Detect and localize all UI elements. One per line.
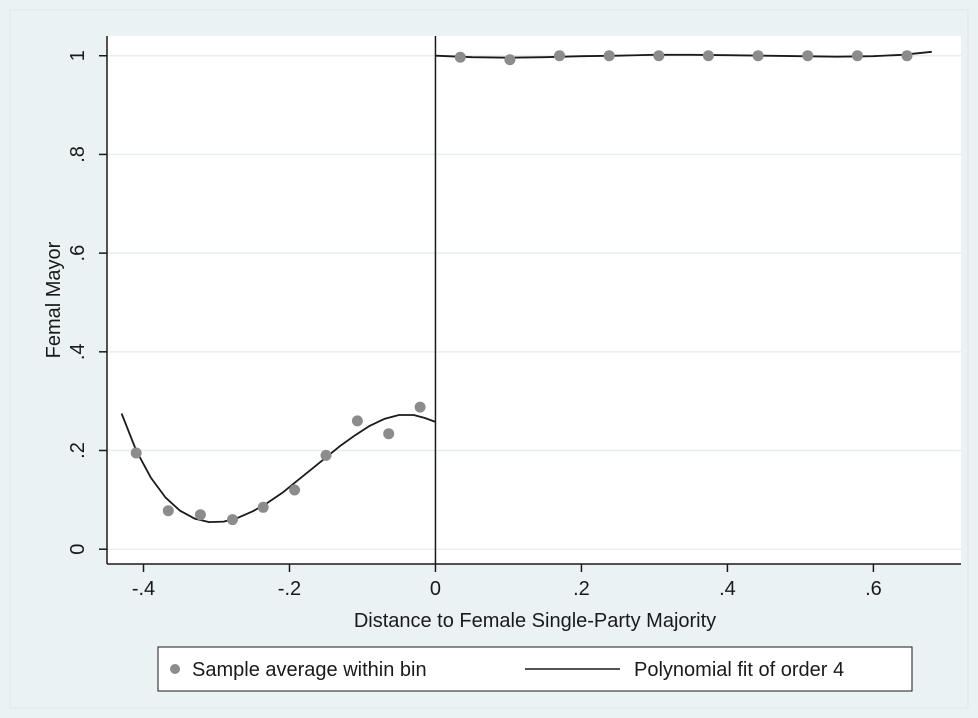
data-point-3 — [227, 514, 238, 526]
data-point-5 — [289, 484, 301, 496]
data-point-19 — [901, 50, 913, 62]
data-point-2 — [194, 509, 206, 521]
data-point-9 — [414, 401, 426, 413]
x-tick-label-2: 0 — [430, 578, 441, 600]
fit-line-segment-0 — [120, 413, 436, 523]
data-point-17 — [802, 50, 814, 62]
data-point-11 — [504, 54, 516, 66]
bin-average-points — [130, 50, 913, 526]
y-tick-label-3: .6 — [67, 245, 89, 262]
data-point-14 — [653, 50, 665, 62]
y-tick-label-5: 1 — [67, 50, 89, 61]
x-ticks: -.4 -.2 0 .2 .4 .6 — [132, 564, 882, 600]
legend-point-marker — [170, 664, 180, 674]
plot-area — [107, 36, 961, 564]
x-tick-label-3: .2 — [573, 578, 590, 600]
data-point-4 — [257, 501, 269, 513]
data-point-7 — [351, 415, 363, 427]
x-tick-label-4: .4 — [719, 578, 736, 600]
y-tick-label-1: .2 — [67, 442, 89, 459]
data-point-6 — [320, 449, 332, 461]
axes — [106, 36, 961, 565]
y-tick-label-0: 0 — [67, 544, 89, 555]
y-tick-label-2: .4 — [67, 343, 89, 360]
data-point-8 — [383, 428, 395, 440]
data-point-18 — [851, 50, 863, 62]
y-ticks: 0 .2 .4 .6 .8 1 — [67, 50, 107, 555]
data-point-1 — [162, 505, 174, 517]
x-axis-title: Distance to Female Single-Party Majority — [354, 610, 716, 632]
y-tick-label-4: .8 — [67, 146, 89, 163]
data-point-16 — [752, 50, 764, 62]
x-tick-label-5: .6 — [865, 578, 882, 600]
x-tick-label-0: -.4 — [132, 578, 155, 600]
data-point-12 — [554, 50, 565, 62]
data-point-13 — [603, 50, 615, 62]
legend-label-sample-average: Sample average within bin — [192, 659, 427, 681]
data-point-10 — [454, 51, 466, 63]
x-tick-label-1: -.2 — [278, 578, 301, 600]
legend: Sample average within bin Polynomial fit… — [157, 646, 913, 692]
data-point-15 — [702, 50, 714, 62]
y-axis-title: Femal Mayor — [43, 241, 65, 358]
legend-label-polynomial-fit: Polynomial fit of order 4 — [634, 659, 844, 681]
outer-border — [9, 9, 969, 709]
data-point-0 — [130, 447, 142, 459]
